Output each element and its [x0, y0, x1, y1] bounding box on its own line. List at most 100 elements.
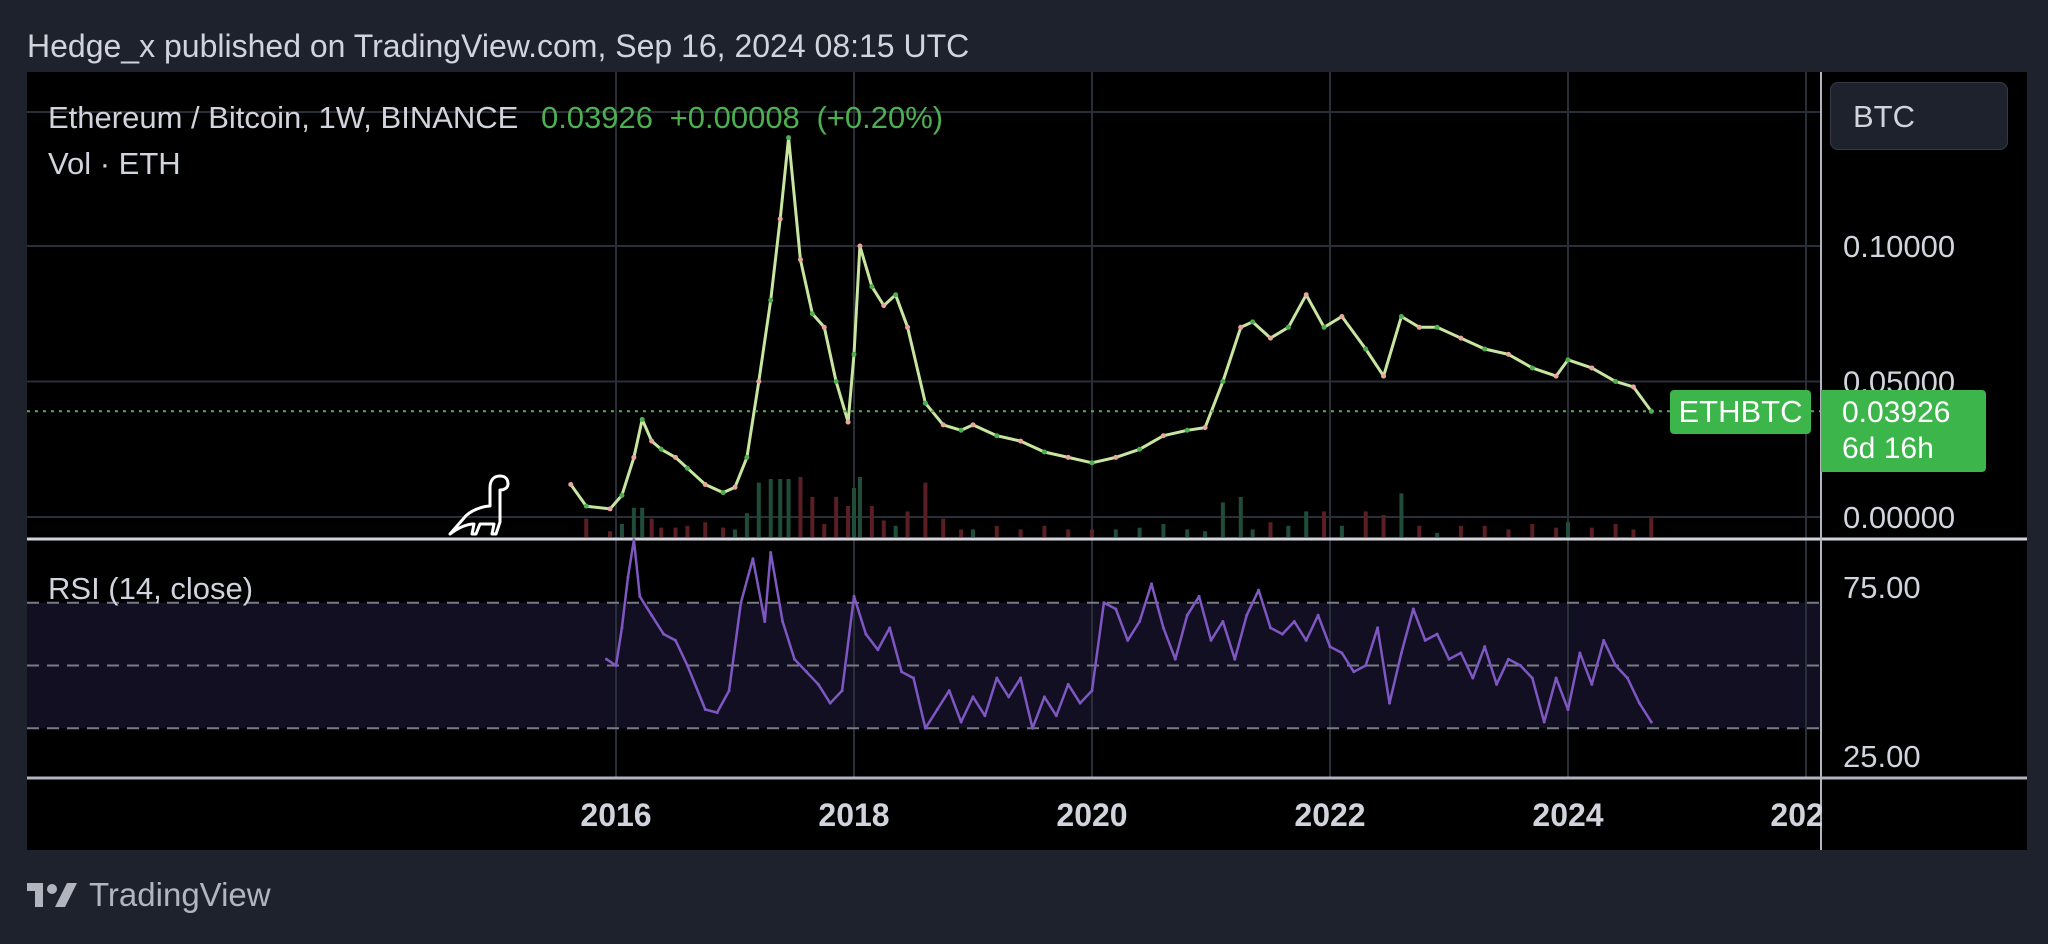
chart-area[interactable]: 0.10000 0.05000 0.00000 75.00 25.00 2016 2018 2… [27, 72, 2027, 850]
volume-bar [1649, 516, 1654, 537]
tradingview-logo-icon [27, 883, 77, 907]
volume-bar [1339, 525, 1344, 537]
rsi-point [876, 648, 880, 652]
price-series-line [569, 136, 1653, 511]
volume-bar [846, 506, 851, 537]
volume-label[interactable]: Vol · ETH [48, 146, 181, 181]
rsi-point [1173, 657, 1177, 661]
volume-bar [1238, 497, 1243, 537]
volume-bar [1399, 493, 1404, 537]
rsi-point [1007, 695, 1011, 699]
rsi-point [1352, 670, 1356, 674]
volume-bar [1613, 524, 1618, 537]
currency-button[interactable]: BTC [1830, 82, 2008, 150]
price-point [1202, 425, 1208, 431]
price-point [797, 257, 803, 263]
volume-bar [1363, 511, 1368, 537]
price-point [821, 324, 827, 330]
rsi-point [739, 601, 743, 605]
time-axis-label: 2018 [818, 797, 889, 833]
price-axis-label: 0.10000 [1843, 229, 1955, 264]
rsi-point [1649, 720, 1653, 724]
rsi-point [604, 657, 608, 661]
volume-bar [994, 525, 999, 537]
price-point [1041, 449, 1047, 455]
rsi-point [1566, 707, 1570, 711]
price-point [631, 454, 637, 460]
volume-bar [1322, 511, 1327, 537]
rsi-point [781, 620, 785, 624]
rsi-point [935, 707, 939, 711]
tradingview-logo[interactable]: TradingView [27, 876, 271, 914]
price-point [1482, 346, 1488, 352]
symbol-price-tag: ETHBTC [1670, 390, 1811, 434]
volume-bar [798, 477, 803, 537]
price-point [1398, 313, 1404, 319]
rsi-point [1388, 701, 1391, 705]
price-point [1589, 365, 1595, 371]
price-change: +0.00008 [669, 100, 800, 135]
rsi-label[interactable]: RSI (14, close) [48, 571, 254, 606]
rsi-point [1126, 638, 1130, 642]
rsi-point [1257, 588, 1261, 592]
volume-bar [1250, 529, 1255, 537]
price-point [1613, 379, 1619, 384]
price-point [1553, 373, 1559, 379]
price-point [1220, 379, 1226, 384]
rsi-point [703, 707, 707, 711]
volume-bar [1506, 529, 1511, 537]
price-point [857, 243, 863, 249]
volume-bar [1268, 522, 1273, 537]
rsi-point [1233, 657, 1237, 661]
volume-bar [1018, 529, 1023, 537]
rsi-point [1197, 594, 1201, 598]
symbol-title[interactable]: Ethereum / Bitcoin, 1W, BINANCE [48, 100, 519, 135]
price-point [970, 422, 976, 428]
rsi-point [620, 626, 624, 630]
volume-bar [1220, 502, 1225, 537]
rsi-point [983, 714, 987, 718]
volume-bar [703, 522, 708, 537]
price-point [673, 454, 678, 460]
volume-bar [1530, 524, 1535, 537]
volume-bar [822, 524, 827, 537]
rsi-point [1364, 664, 1368, 667]
rsi-point [864, 632, 868, 636]
volume-bar [744, 513, 749, 537]
rsi-point [900, 670, 904, 674]
price-point [658, 446, 664, 452]
volume-bar [971, 529, 975, 537]
volume-bar [1589, 527, 1594, 537]
volume-bar [1042, 525, 1047, 537]
volume-bar [1203, 531, 1208, 537]
volume-bar [1482, 525, 1487, 537]
volume-bar [1554, 527, 1559, 537]
rsi-point [614, 664, 618, 667]
price-point [1250, 319, 1256, 325]
rsi-point [1292, 620, 1296, 624]
volume-bar [659, 527, 664, 537]
price-point [1238, 324, 1244, 330]
rsi-point [769, 550, 773, 554]
rsi-point [1530, 676, 1534, 680]
rsi-point [1626, 676, 1629, 680]
price-point [1565, 357, 1571, 363]
price-point [649, 438, 655, 444]
price-point [940, 422, 946, 428]
rsi-point [947, 689, 951, 693]
price-point [1381, 373, 1387, 379]
price-point [922, 400, 928, 406]
volume-bar [881, 520, 886, 537]
price-change-percent: (+0.20%) [816, 100, 944, 135]
rsi-point [840, 689, 844, 693]
volume-bar [941, 518, 946, 537]
rsi-point [1150, 582, 1153, 586]
volume-bar [673, 527, 678, 537]
price-point [958, 427, 964, 433]
rsi-point [1054, 714, 1058, 718]
published-header: Hedge_x published on TradingView.com, Se… [27, 28, 970, 64]
rsi-point [1471, 676, 1475, 680]
price-point [1506, 351, 1511, 357]
volume-bar [1566, 522, 1570, 537]
